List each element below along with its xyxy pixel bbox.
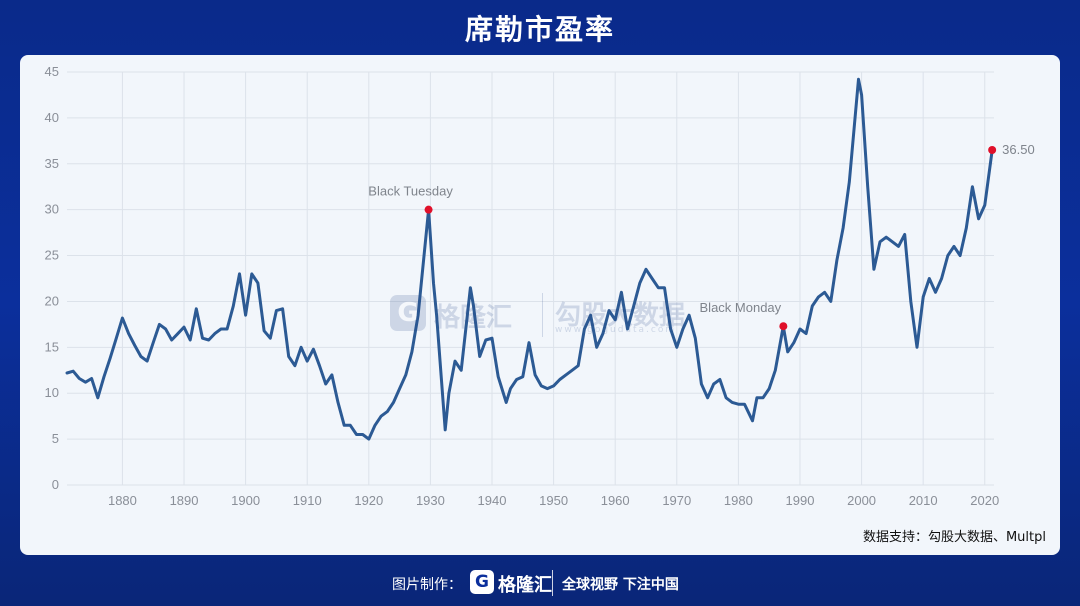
- y-tick-label: 35: [45, 156, 59, 171]
- footer: 图片制作： G 格隆汇 全球视野 下注中国: [0, 566, 1080, 600]
- annotation-marker: [424, 205, 433, 214]
- y-tick-label: 25: [45, 248, 59, 263]
- x-tick-label: 1890: [170, 493, 199, 508]
- y-tick-label: 40: [45, 110, 59, 125]
- x-tick-label: 1940: [478, 493, 507, 508]
- watermark-divider: [542, 293, 543, 337]
- x-tick-label: 1920: [354, 493, 383, 508]
- x-tick-label: 1970: [662, 493, 691, 508]
- x-tick-label: 2000: [847, 493, 876, 508]
- annotation-marker: [779, 322, 788, 331]
- footer-slogan: 全球视野 下注中国: [562, 577, 679, 593]
- footer-logo-icon: G: [470, 570, 494, 594]
- x-tick-label: 1880: [108, 493, 137, 508]
- y-tick-label: 10: [45, 385, 59, 400]
- x-tick-label: 2020: [970, 493, 999, 508]
- watermark-brand: 格隆汇: [434, 303, 513, 333]
- footer-made-by: 图片制作：: [392, 577, 462, 593]
- x-tick-label: 1960: [601, 493, 630, 508]
- x-tick-label: 1990: [786, 493, 815, 508]
- watermark: G 格隆汇 勾股大数据 www.gogudata.com: [390, 293, 730, 339]
- y-tick-label: 45: [45, 64, 59, 79]
- x-tick-label: 1980: [724, 493, 753, 508]
- y-tick-label: 5: [52, 431, 59, 446]
- cape-series-line: [65, 77, 994, 441]
- x-axis-ticks: 1880 1890 1900 1910 1920 1930 1940 1950 1960 1970…: [108, 493, 999, 508]
- footer-brand: 格隆汇: [498, 575, 552, 596]
- gelonghui-logo-icon: G: [390, 295, 426, 331]
- x-tick-label: 1910: [293, 493, 322, 508]
- x-tick-label: 1950: [539, 493, 568, 508]
- watermark-partner: 勾股大数据: [555, 301, 686, 331]
- grid-lines: [67, 71, 994, 486]
- annotation-label: Black Monday: [700, 300, 782, 315]
- x-tick-label: 1900: [231, 493, 260, 508]
- y-tick-label: 20: [45, 293, 59, 308]
- y-tick-label: 15: [45, 339, 59, 354]
- annotations-group: Black Tuesday Black Monday 36.50: [368, 142, 1035, 331]
- annotation-label: 36.50: [1002, 142, 1035, 157]
- y-axis-ticks: 0 5 10 15 20 25 30 35 40 45: [45, 64, 59, 492]
- annotation-marker: [988, 146, 997, 155]
- x-tick-label: 2010: [909, 493, 938, 508]
- x-tick-label: 1930: [416, 493, 445, 508]
- data-source: 数据支持：勾股大数据、Multpl: [862, 530, 1046, 545]
- series-group: [65, 77, 994, 441]
- page-title: 席勒市盈率: [464, 13, 615, 46]
- y-tick-label: 0: [52, 477, 59, 492]
- y-tick-label: 30: [45, 202, 59, 217]
- watermark-url: www.gogudata.com: [555, 325, 677, 335]
- chart-panel: 0 5 10 15 20 25 30 35 40 45 1880 1890 1900 1910 1920 1…: [20, 55, 1060, 555]
- annotation-label: Black Tuesday: [368, 184, 453, 199]
- footer-divider: [552, 570, 553, 596]
